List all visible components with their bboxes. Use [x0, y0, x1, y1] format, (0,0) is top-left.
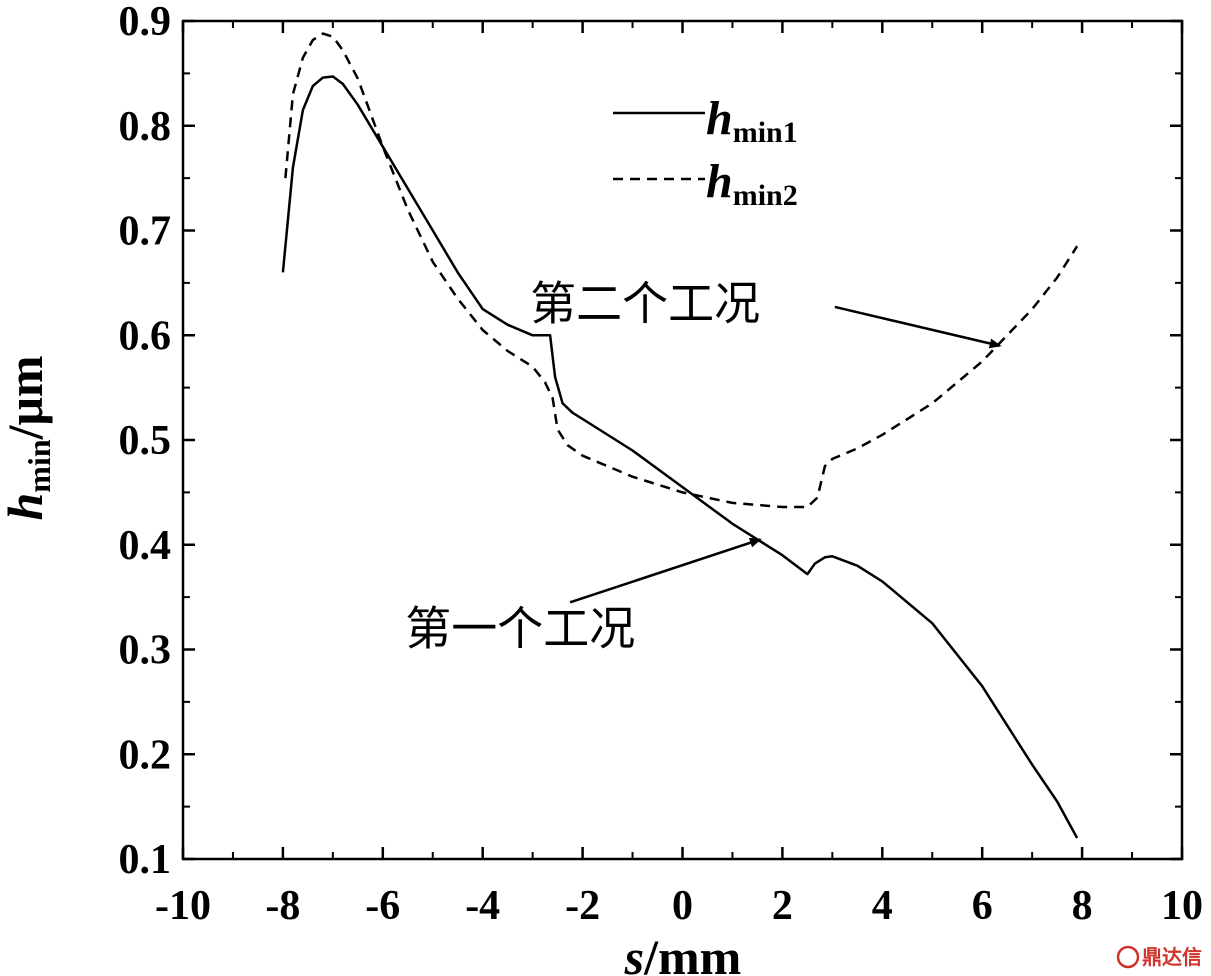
x-tick-label: 6	[972, 883, 993, 929]
axis-ticks	[181, 19, 1184, 861]
y-tick-label: 0.7	[119, 209, 172, 255]
annotation-label-1: 第二个工况	[530, 277, 760, 331]
watermark-logo-icon	[1116, 945, 1140, 969]
legend-label-hmin2: hmin2	[706, 155, 798, 212]
annotation-arrow-1	[834, 305, 1002, 349]
y-tick-label: 0.5	[119, 418, 172, 464]
x-tick-label: -8	[265, 883, 300, 929]
watermark-text: 鼎达信	[1142, 945, 1202, 969]
x-tick-label: 0	[672, 883, 693, 929]
x-axis-title: s/mm	[624, 929, 742, 976]
legend-label-hmin1: hmin1	[706, 92, 798, 149]
x-tick-label: 2	[772, 883, 793, 929]
series-line-2	[284, 32, 1079, 509]
y-tick-label: 0.2	[119, 732, 172, 778]
y-tick-label: 0.6	[119, 313, 172, 359]
annotation-arrow-2	[569, 537, 762, 604]
watermark: 鼎达信	[1116, 945, 1202, 969]
x-tick-label: -6	[365, 883, 400, 929]
y-tick-label: 0.1	[119, 837, 172, 883]
y-axis-title: hmin/μm	[0, 355, 57, 520]
x-tick-label: -4	[465, 883, 500, 929]
x-tick-labels: -10 -8 -6 -4 -2 0 2 4 6 8 10	[155, 883, 1203, 929]
plot-frame	[181, 19, 1184, 861]
y-tick-label: 0.4	[119, 523, 172, 569]
y-tick-label: 0.8	[119, 104, 172, 150]
y-tick-label: 0.3	[119, 628, 172, 674]
annotation-label-2: 第一个工况	[405, 601, 635, 655]
y-tick-labels: 0.1 0.2 0.3 0.4 0.5 0.6 0.7 0.8 0.9	[119, 0, 172, 883]
legend: hmin1 hmin2	[613, 92, 798, 212]
x-tick-label: 4	[872, 883, 893, 929]
x-tick-label: 8	[1072, 883, 1093, 929]
series-layer	[281, 32, 1079, 839]
y-tick-label: 0.9	[119, 0, 172, 45]
x-tick-label: -2	[565, 883, 600, 929]
x-tick-label: -10	[155, 883, 211, 929]
x-tick-label: 10	[1161, 883, 1203, 929]
series-line-1	[281, 75, 1079, 839]
